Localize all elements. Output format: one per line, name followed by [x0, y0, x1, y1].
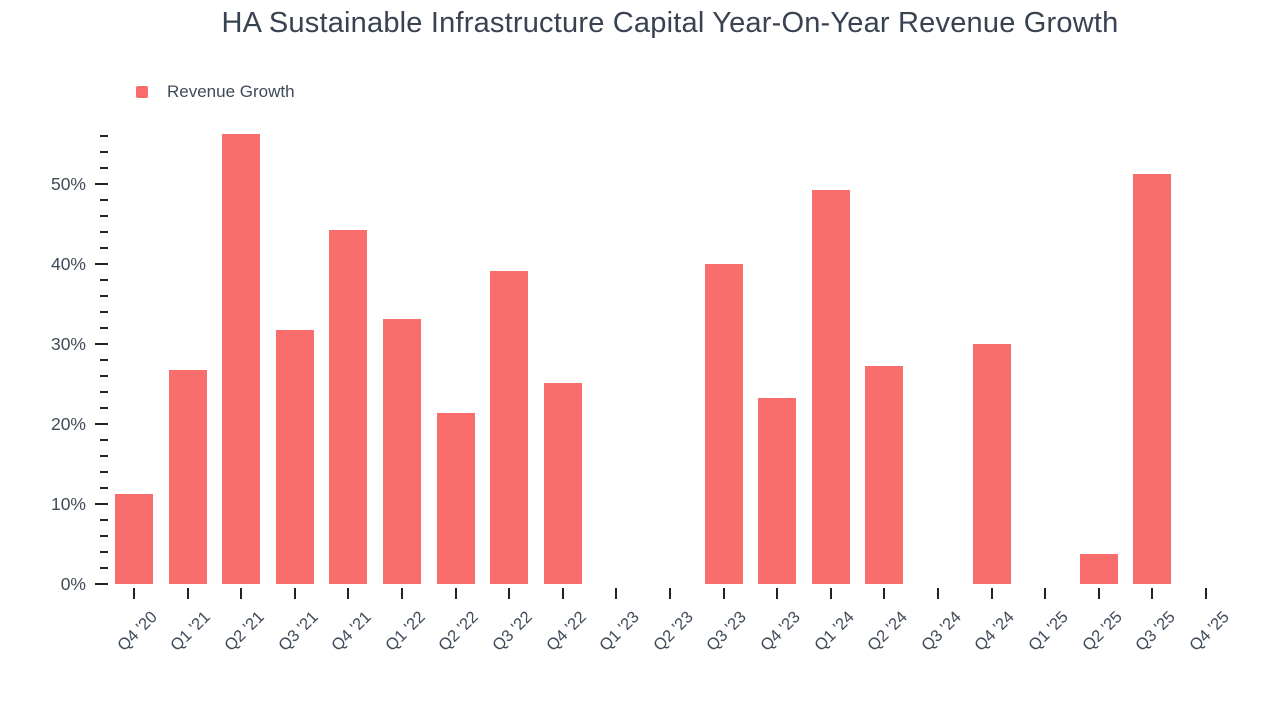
- y-axis-minor-tick: [100, 535, 108, 537]
- y-axis-minor-tick: [100, 151, 108, 153]
- bar-q2-21[interactable]: [222, 133, 261, 584]
- y-axis-major-tick: [95, 183, 108, 185]
- legend-item[interactable]: Revenue Growth: [136, 82, 295, 102]
- x-axis-tick-label-text: Q1 '23: [596, 608, 644, 655]
- x-axis-tick: [1044, 588, 1047, 599]
- x-axis-tick: [401, 588, 403, 599]
- legend-label: Revenue Growth: [167, 82, 295, 101]
- x-axis-tick: [186, 588, 189, 599]
- x-axis-tick-label-text: Q3 '22: [489, 608, 536, 655]
- x-axis-tick: [722, 588, 725, 599]
- x-axis-tick: [883, 588, 886, 599]
- x-axis-tick-label-text: Q3 '21: [274, 608, 322, 655]
- bar-q1-22[interactable]: [383, 319, 421, 584]
- y-axis-minor-tick: [100, 487, 108, 489]
- y-axis-tick-label: 10%: [50, 494, 86, 514]
- x-axis-tick-label-text: Q4 '24: [971, 608, 1019, 655]
- bar-q3-21[interactable]: [275, 329, 314, 584]
- legend-marker-icon: [136, 86, 148, 98]
- bar-q1-21[interactable]: [168, 369, 207, 584]
- x-axis-tick: [829, 588, 832, 599]
- y-axis-major-tick: [95, 423, 108, 425]
- x-axis-tick-label-text: Q1 '21: [167, 608, 215, 655]
- x-axis-tick-label-text: Q4 '20: [113, 608, 161, 655]
- x-axis-tick: [1151, 588, 1154, 599]
- chart-title: HA Sustainable Infrastructure Capital Ye…: [221, 7, 1119, 39]
- x-axis-tick: [454, 588, 457, 599]
- bar-q3-22[interactable]: [490, 271, 529, 584]
- y-axis-minor-tick: [100, 327, 108, 329]
- x-axis-tick-label-text: Q4 '23: [757, 608, 804, 655]
- bar-q1-24[interactable]: [811, 190, 850, 584]
- x-axis-tick: [615, 588, 618, 599]
- x-axis-tick: [1205, 588, 1207, 599]
- x-axis-tick: [776, 588, 779, 599]
- bar-q4-22[interactable]: [543, 383, 582, 584]
- y-axis-minor-tick: [100, 375, 108, 377]
- x-axis-tick: [293, 588, 296, 599]
- bar-q4-24[interactable]: [972, 344, 1011, 584]
- x-axis-tick: [347, 588, 350, 599]
- x-axis-tick-label-text: Q1 '25: [1025, 608, 1072, 655]
- y-axis-minor-tick: [100, 311, 108, 313]
- x-axis-tick-label-text: Q1 '24: [810, 608, 858, 655]
- y-axis-minor-tick: [100, 471, 108, 473]
- y-axis-tick-label: 20%: [50, 414, 86, 434]
- x-axis-tick: [1097, 588, 1100, 599]
- y-axis-major-tick: [95, 503, 108, 505]
- y-axis-minor-tick: [100, 231, 108, 233]
- x-axis-tick-label-text: Q2 '22: [435, 608, 483, 655]
- bar-q2-24[interactable]: [865, 365, 904, 584]
- y-axis-minor-tick: [100, 215, 108, 217]
- y-axis-tick-label: 50%: [50, 174, 86, 194]
- y-axis-tick-label: 30%: [50, 334, 86, 354]
- bar-q2-25[interactable]: [1079, 553, 1118, 584]
- y-axis-minor-tick: [100, 199, 108, 201]
- y-axis-minor-tick: [100, 455, 108, 457]
- x-axis-tick-label-text: Q4 '25: [1185, 608, 1233, 655]
- y-axis-major-tick: [95, 583, 108, 585]
- y-axis-minor-tick: [100, 391, 108, 393]
- y-axis-tick-label: 40%: [50, 254, 86, 274]
- y-axis-minor-tick: [100, 135, 108, 137]
- x-axis-tick: [240, 588, 243, 599]
- y-axis-minor-tick: [100, 247, 108, 249]
- y-axis-minor-tick: [100, 167, 108, 169]
- bar-q4-20[interactable]: [115, 493, 153, 584]
- x-axis-tick: [669, 588, 671, 599]
- x-axis-tick-label-text: Q3 '24: [917, 608, 965, 655]
- y-axis-minor-tick: [100, 567, 108, 569]
- x-axis-tick-label-text: Q2 '23: [649, 608, 697, 655]
- x-axis-tick-label-text: Q1 '22: [381, 608, 429, 655]
- bar-q2-22[interactable]: [436, 412, 475, 584]
- bar-q3-25[interactable]: [1133, 173, 1172, 584]
- x-axis-tick: [508, 588, 511, 599]
- x-axis-tick: [133, 588, 135, 599]
- y-axis-major-tick: [95, 263, 108, 265]
- x-axis-tick-label-text: Q4 '21: [328, 608, 376, 655]
- x-axis-tick-label-text: Q3 '23: [703, 608, 751, 655]
- y-axis-minor-tick: [100, 439, 108, 441]
- x-axis-tick-label-text: Q2 '25: [1078, 608, 1126, 655]
- x-axis-tick: [937, 588, 939, 599]
- bar-q3-23[interactable]: [704, 264, 743, 584]
- x-axis-tick-label-text: Q2 '21: [221, 608, 268, 655]
- y-axis-tick-label: 0%: [60, 574, 86, 594]
- y-axis-minor-tick: [100, 279, 108, 281]
- y-axis-minor-tick: [100, 295, 108, 297]
- x-axis-tick: [561, 588, 564, 599]
- y-axis-minor-tick: [100, 359, 108, 361]
- x-axis-tick: [990, 588, 993, 599]
- y-axis-minor-tick: [100, 551, 108, 553]
- x-axis-tick-label-text: Q3 '25: [1132, 608, 1180, 655]
- x-axis-tick-label-text: Q4 '22: [542, 608, 590, 655]
- y-axis-minor-tick: [100, 407, 108, 409]
- bar-q4-21[interactable]: [329, 229, 368, 584]
- y-axis-minor-tick: [100, 519, 108, 521]
- bar-q4-23[interactable]: [758, 398, 797, 584]
- y-axis-major-tick: [95, 343, 108, 345]
- x-axis-tick-label-text: Q2 '24: [864, 608, 912, 655]
